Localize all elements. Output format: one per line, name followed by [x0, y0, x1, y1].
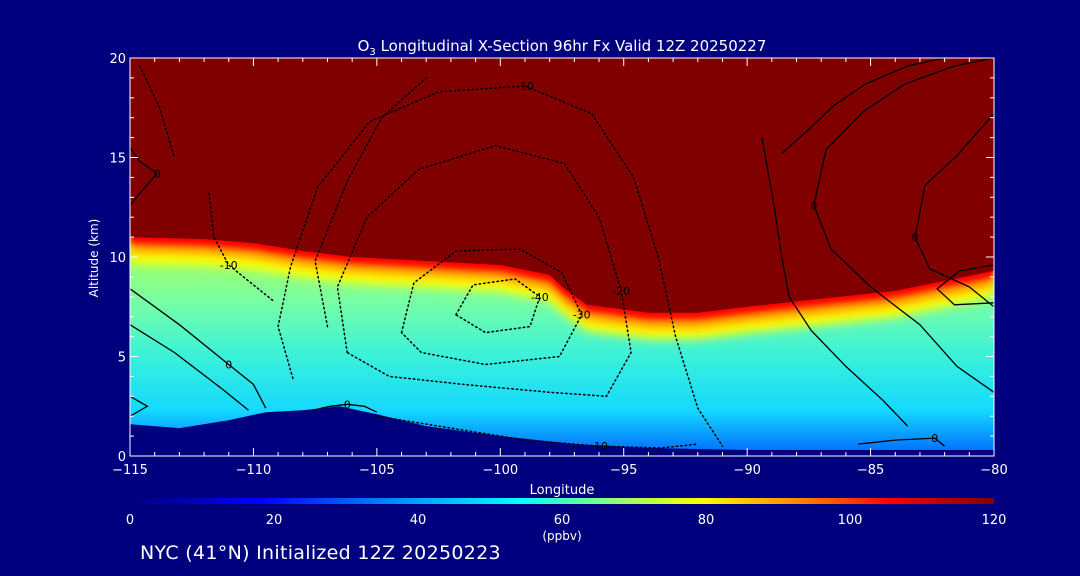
chart-title: O3 Longitudinal X-Section 96hr Fx Valid … — [358, 37, 767, 58]
contour-dotted-7 — [139, 65, 176, 159]
x-tick-label: −100 — [482, 463, 518, 478]
y-tick-label: 5 — [118, 351, 126, 366]
contour-dotted-5 — [376, 415, 699, 449]
contour-dotted-2 — [400, 248, 583, 366]
footer-caption: NYC (41°N) Initialized 12Z 20250223 — [140, 542, 501, 564]
contour-label: -10 — [516, 80, 534, 93]
x-tick-label: −90 — [733, 463, 760, 478]
contour-label: -40 — [531, 291, 549, 304]
contour-solid-8 — [914, 113, 994, 308]
colorbar-tick-label: 80 — [698, 513, 715, 528]
x-tick-label: −105 — [359, 463, 395, 478]
y-tick-label: 10 — [109, 251, 126, 266]
contour-dotted-4 — [208, 192, 274, 302]
ozone-high-region — [130, 58, 994, 313]
colorbar-tick-label: 40 — [410, 513, 427, 528]
contour-solid-2 — [130, 147, 159, 206]
contour-solid-1 — [312, 403, 378, 413]
contour-solid-10 — [936, 264, 994, 306]
contour-label: 0 — [810, 199, 817, 212]
contour-label: -30 — [573, 309, 591, 322]
contour-label: -10 — [220, 259, 238, 272]
contour-label: 0 — [154, 167, 161, 180]
colorbar — [130, 498, 994, 504]
ozone-low-region — [130, 406, 994, 456]
contour-label: 0 — [225, 359, 232, 372]
contour-solid-6 — [781, 58, 945, 154]
x-tick-label: −115 — [112, 463, 148, 478]
contour-solid-7 — [761, 137, 909, 427]
contour-solid-4 — [130, 395, 149, 417]
contour-solid-3 — [130, 324, 249, 411]
contour-solid-0 — [130, 288, 267, 409]
x-axis-label: Longitude — [530, 483, 595, 498]
colorbar-tick-label: 120 — [982, 513, 1007, 528]
colorbar-tick-label: 20 — [266, 513, 283, 528]
y-tick-label: 15 — [109, 152, 126, 167]
contour-label: 0 — [912, 231, 919, 244]
contour-dotted-6 — [314, 77, 427, 328]
colorbar-tick-label: 100 — [838, 513, 863, 528]
colorbar-tick-label: 60 — [554, 513, 571, 528]
contour-label: 0 — [931, 432, 938, 445]
contour-dotted-1 — [336, 144, 632, 398]
contour-dotted-3 — [455, 278, 541, 334]
x-tick-label: −80 — [980, 463, 1007, 478]
contour-solid-9 — [813, 58, 994, 393]
contour-label: 0 — [344, 398, 351, 411]
contour-solid-5 — [858, 437, 946, 447]
plot-area: 0 0 0 0 0 0 -10 -20 -30 -40 -10 -10 — [130, 58, 994, 456]
contour-label: -10 — [590, 440, 608, 453]
contour-dotted-0 — [277, 85, 724, 447]
colorbar-tick-label: 0 — [126, 513, 134, 528]
contour-label: -20 — [612, 285, 630, 298]
x-tick-label: −110 — [236, 463, 272, 478]
y-tick-label: 0 — [118, 450, 126, 465]
x-tick-label: −95 — [610, 463, 637, 478]
x-tick-label: −85 — [857, 463, 884, 478]
y-axis-label: Altitude (km) — [87, 219, 101, 298]
y-tick-label: 20 — [109, 52, 126, 67]
colorbar-units: (ppbv) — [542, 529, 581, 543]
